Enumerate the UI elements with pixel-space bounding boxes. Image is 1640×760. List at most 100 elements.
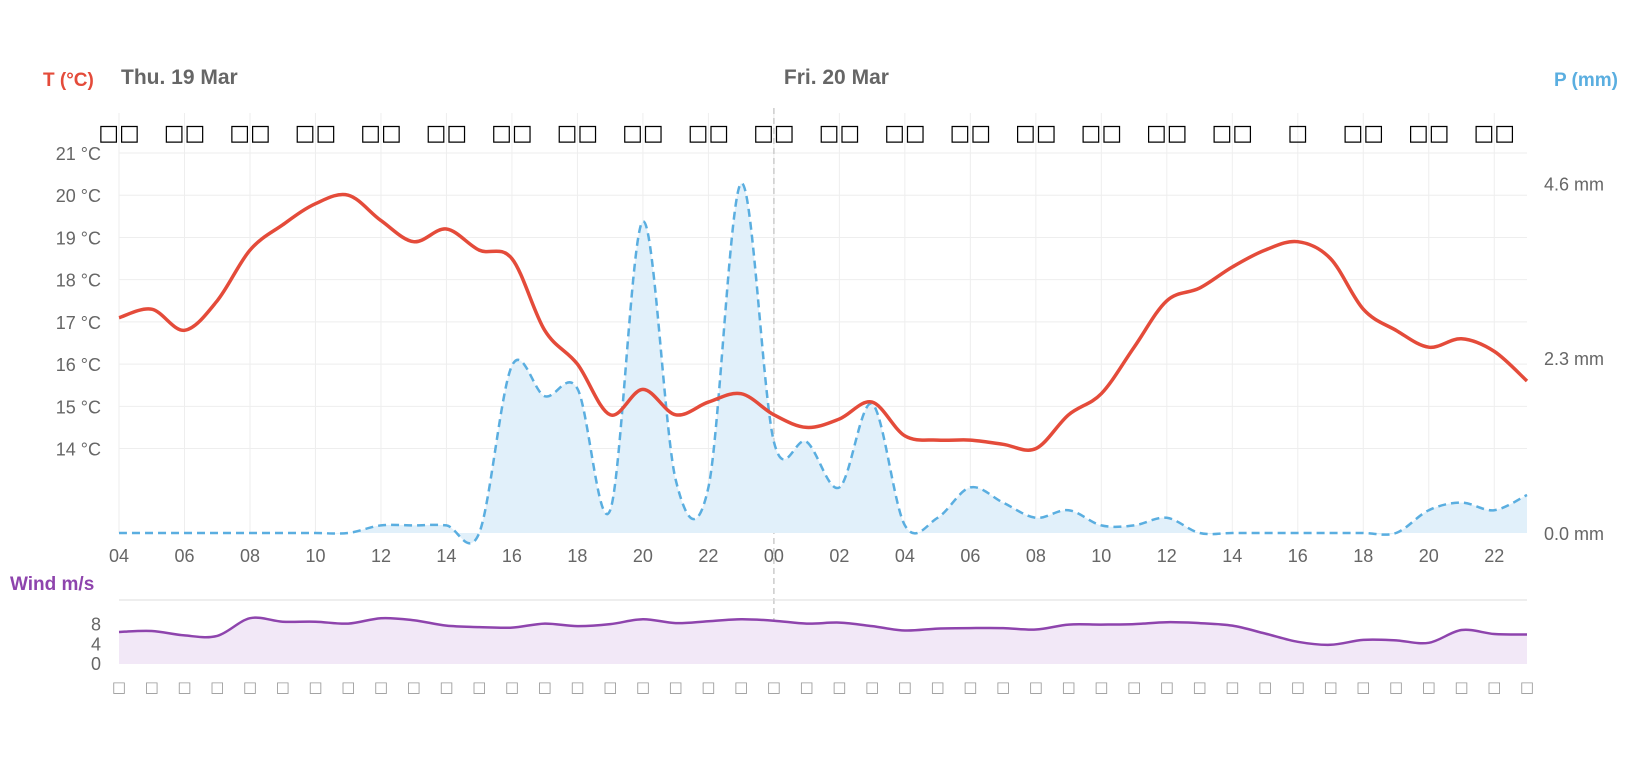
temperature-tick-label: 18 °C <box>56 271 101 291</box>
wind-direction-symbol: □ <box>1323 678 1337 696</box>
hour-tick-label: 18 <box>1353 546 1373 566</box>
wind-direction-symbol: □ <box>1094 678 1108 696</box>
wind-direction-symbol: □ <box>1029 678 1043 696</box>
temperature-tick-label: 20 °C <box>56 186 101 206</box>
hour-tick-label: 12 <box>1157 546 1177 566</box>
wind-line <box>118 616 1528 647</box>
wind-direction-symbol: □ <box>1422 678 1436 696</box>
hour-tick-label: 20 <box>1419 546 1439 566</box>
hour-tick-label: 02 <box>829 546 849 566</box>
weather-symbol: □□ <box>884 121 926 146</box>
wind-direction-symbol: □ <box>538 678 552 696</box>
weather-symbol: □□ <box>950 121 992 146</box>
weather-symbol: □□ <box>491 121 533 146</box>
weather-symbol: □□ <box>622 121 664 146</box>
precipitation-tick-label: 2.3 mm <box>1544 349 1604 369</box>
wind-direction-symbol: □ <box>505 678 519 696</box>
hour-tick-label: 14 <box>1222 546 1242 566</box>
wind-direction-symbol: □ <box>832 678 846 696</box>
wind-direction-symbol: □ <box>1487 678 1501 696</box>
hour-tick-label: 16 <box>502 546 522 566</box>
wind-direction-symbol: □ <box>341 678 355 696</box>
hour-tick-label: 08 <box>240 546 260 566</box>
temperature-tick-label: 21 °C <box>56 144 101 164</box>
wind-direction-symbol: □ <box>1520 678 1534 696</box>
weather-symbol: □□ <box>753 121 795 146</box>
temperature-tick-label: 15 °C <box>56 397 101 417</box>
wind-direction-symbol: □ <box>177 678 191 696</box>
weather-symbol: □□ <box>295 121 337 146</box>
precipitation-tick-label: 0.0 mm <box>1544 524 1604 544</box>
hour-tick-label: 06 <box>174 546 194 566</box>
hour-tick-label: 16 <box>1288 546 1308 566</box>
precipitation-tick-label: 4.6 mm <box>1544 174 1604 194</box>
weather-symbol: □□ <box>360 121 402 146</box>
temperature-tick-label: 19 °C <box>56 228 101 248</box>
wind-panel: Wind m/s 048 <box>10 574 1528 674</box>
weather-symbol-row: □□ □□ □□ □□ □□ □□ □□ □□ □□ □□ □□ □□ □□ □□ □□ □□ □□ □□ □ □□ □… <box>98 121 1515 146</box>
grid <box>118 113 1527 533</box>
hour-tick-label: 04 <box>109 546 129 566</box>
hour-tick-label: 08 <box>1026 546 1046 566</box>
hour-tick-label: 04 <box>895 546 915 566</box>
wind-direction-symbol: □ <box>439 678 453 696</box>
hour-tick-label: 22 <box>1484 546 1504 566</box>
wind-direction-symbol: □ <box>800 678 814 696</box>
weather-symbol: □ <box>1287 121 1308 146</box>
wind-direction-symbol: □ <box>734 678 748 696</box>
weather-symbol: □□ <box>1146 121 1188 146</box>
temperature-tick-label: 16 °C <box>56 355 101 375</box>
wind-symbol-row: □ □ □ □ □ □ □ □ □ □ □ □ □ □ □ □ □ □ □ □ □ □ □ □ □ □ □ □ □ □ □ □ □ □ □ □ □ □ □ □… <box>112 678 1534 696</box>
wind-direction-symbol: □ <box>472 678 486 696</box>
wind-direction-symbol: □ <box>636 678 650 696</box>
hour-axis: 04 06 08 10 12 14 16 18 20 22 00 02 04 06 08 10 12 14 16 18… <box>109 546 1504 566</box>
day-label: Thu. 19 Mar <box>121 66 238 89</box>
wind-direction-symbol: □ <box>669 678 683 696</box>
wind-direction-symbol: □ <box>243 678 257 696</box>
wind-direction-symbol: □ <box>963 678 977 696</box>
weather-symbol: □□ <box>98 121 140 146</box>
weather-symbol: □□ <box>1342 121 1384 146</box>
wind-direction-symbol: □ <box>865 678 879 696</box>
weather-symbol: □□ <box>1473 121 1515 146</box>
weather-symbol: □□ <box>1212 121 1254 146</box>
wind-tick-label: 8 <box>91 615 101 635</box>
wind-area <box>119 617 1527 664</box>
main-series <box>118 182 1529 545</box>
wind-direction-symbol: □ <box>1291 678 1305 696</box>
day-labels: Thu. 19 Mar Fri. 20 Mar <box>121 66 889 664</box>
wind-direction-symbol: □ <box>276 678 290 696</box>
temperature-tick-label: 14 °C <box>56 440 101 460</box>
hour-tick-label: 06 <box>960 546 980 566</box>
weather-symbol: □□ <box>229 121 271 146</box>
wind-direction-symbol: □ <box>570 678 584 696</box>
hour-tick-label: 10 <box>1091 546 1111 566</box>
hour-tick-label: 10 <box>305 546 325 566</box>
hour-tick-label: 14 <box>436 546 456 566</box>
wind-direction-symbol: □ <box>898 678 912 696</box>
wind-direction-symbol: □ <box>603 678 617 696</box>
day-label: Fri. 20 Mar <box>784 66 889 89</box>
wind-direction-symbol: □ <box>1160 678 1174 696</box>
precipitation-axis-title: P (mm) <box>1554 70 1618 91</box>
wind-direction-symbol: □ <box>145 678 159 696</box>
wind-direction-symbol: □ <box>996 678 1010 696</box>
wind-direction-symbol: □ <box>1225 678 1239 696</box>
wind-direction-symbol: □ <box>1127 678 1141 696</box>
wind-direction-symbol: □ <box>1454 678 1468 696</box>
wind-direction-symbol: □ <box>1389 678 1403 696</box>
weather-symbol: □□ <box>819 121 861 146</box>
weather-symbol: □□ <box>1015 121 1057 146</box>
temperature-axis: T (°C) 14 °C 15 °C 16 °C 17 °C 18 °C 19 °C 20 °… <box>43 70 101 460</box>
weather-symbol: □□ <box>557 121 599 146</box>
temperature-line <box>118 192 1529 452</box>
temperature-tick-label: 17 °C <box>56 313 101 333</box>
wind-direction-symbol: □ <box>767 678 781 696</box>
wind-direction-symbol: □ <box>210 678 224 696</box>
wind-direction-symbol: □ <box>701 678 715 696</box>
wind-tick-label: 0 <box>91 654 101 674</box>
hour-tick-label: 18 <box>567 546 587 566</box>
hour-tick-label: 22 <box>698 546 718 566</box>
temperature-axis-title: T (°C) <box>43 70 94 91</box>
